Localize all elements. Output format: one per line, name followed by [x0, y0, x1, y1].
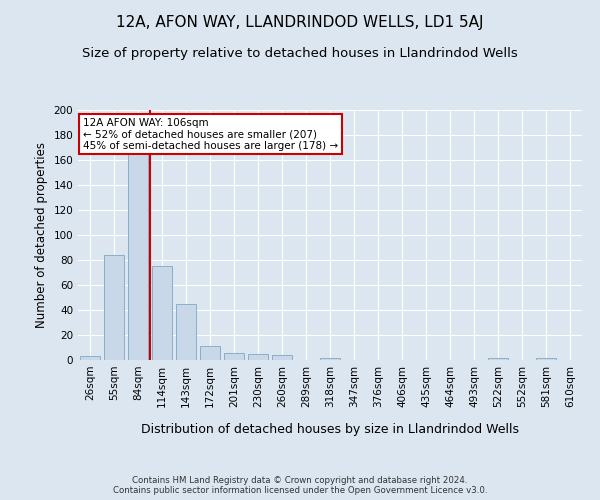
- Text: Distribution of detached houses by size in Llandrindod Wells: Distribution of detached houses by size …: [141, 422, 519, 436]
- Bar: [248, 354, 268, 360]
- Bar: [80, 356, 100, 360]
- Bar: [200, 346, 220, 360]
- Bar: [152, 266, 172, 360]
- Bar: [104, 255, 124, 360]
- Bar: [488, 358, 508, 360]
- Bar: [224, 352, 244, 360]
- Bar: [176, 304, 196, 360]
- Bar: [320, 358, 340, 360]
- Bar: [128, 154, 148, 360]
- Text: 12A AFON WAY: 106sqm
← 52% of detached houses are smaller (207)
45% of semi-deta: 12A AFON WAY: 106sqm ← 52% of detached h…: [83, 118, 338, 150]
- Y-axis label: Number of detached properties: Number of detached properties: [35, 142, 48, 328]
- Bar: [536, 358, 556, 360]
- Text: 12A, AFON WAY, LLANDRINDOD WELLS, LD1 5AJ: 12A, AFON WAY, LLANDRINDOD WELLS, LD1 5A…: [116, 15, 484, 30]
- Text: Contains HM Land Registry data © Crown copyright and database right 2024.
Contai: Contains HM Land Registry data © Crown c…: [113, 476, 487, 495]
- Text: Size of property relative to detached houses in Llandrindod Wells: Size of property relative to detached ho…: [82, 48, 518, 60]
- Bar: [272, 355, 292, 360]
